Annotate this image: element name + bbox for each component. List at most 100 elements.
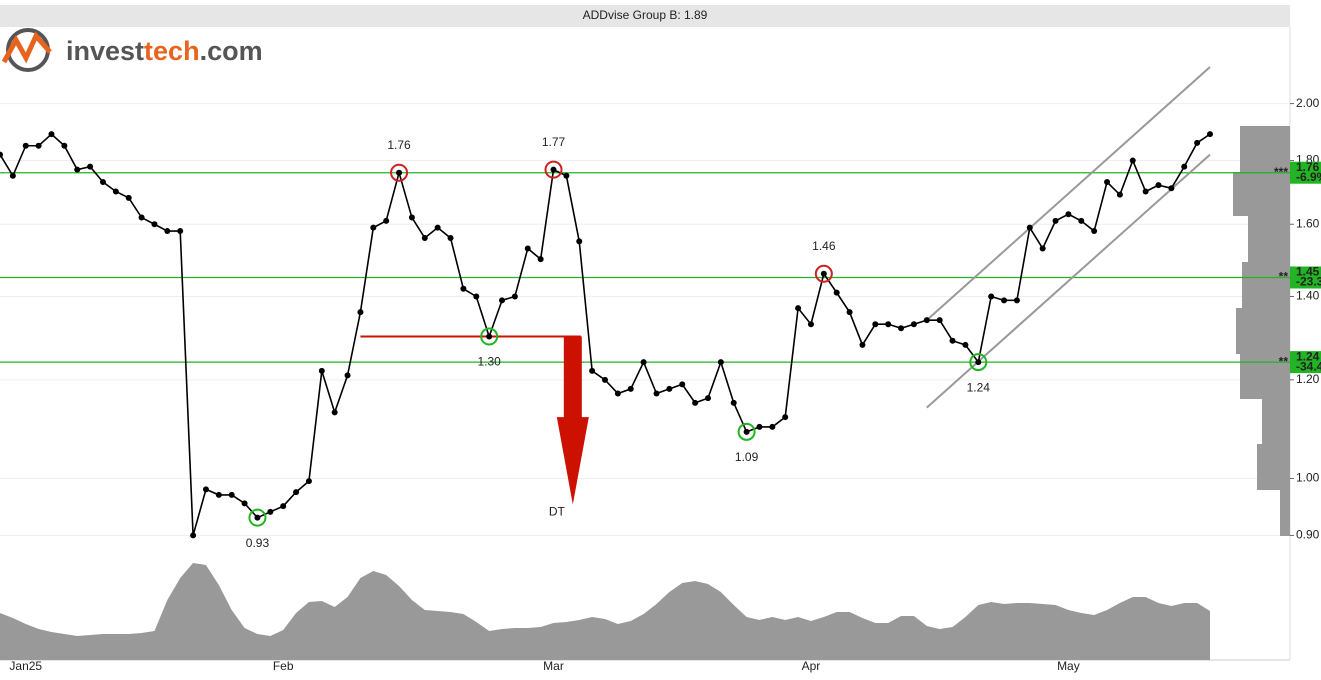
y-tick-label: 0.90 bbox=[1296, 528, 1320, 542]
price-point bbox=[820, 270, 827, 277]
price-point bbox=[537, 256, 544, 263]
pivot-label: 1.30 bbox=[477, 355, 501, 369]
price-point bbox=[447, 234, 454, 241]
price-point bbox=[99, 179, 106, 186]
volume-area bbox=[0, 563, 1210, 660]
pivot-ring bbox=[480, 327, 499, 346]
price-point bbox=[305, 478, 312, 485]
price-point bbox=[344, 372, 351, 379]
y-tick-label: 1.00 bbox=[1296, 471, 1320, 485]
price-point bbox=[936, 317, 943, 324]
price-point bbox=[1207, 131, 1213, 138]
profile-bar bbox=[1233, 172, 1290, 216]
price-point bbox=[408, 214, 415, 221]
y-tick-label: 2.00 bbox=[1296, 96, 1320, 110]
price-point bbox=[1129, 157, 1136, 164]
level-label: 1.24 bbox=[1296, 349, 1320, 363]
level-change: -6.9% bbox=[1296, 170, 1321, 184]
price-point bbox=[872, 321, 879, 328]
pivot-ring bbox=[390, 163, 409, 182]
trend-channel bbox=[926, 153, 1211, 409]
price-point bbox=[640, 359, 647, 366]
price-point bbox=[1194, 139, 1201, 146]
level-change: -23.3% bbox=[1296, 275, 1321, 289]
pivot-ring bbox=[544, 160, 563, 179]
price-point bbox=[910, 321, 917, 328]
price-point bbox=[550, 166, 557, 173]
price-point bbox=[280, 503, 287, 510]
price-point bbox=[949, 337, 956, 344]
pivot-ring bbox=[248, 508, 267, 527]
price-point bbox=[563, 172, 570, 179]
price-point bbox=[988, 293, 995, 300]
x-tick-label: Feb bbox=[273, 659, 294, 673]
price-point bbox=[807, 321, 814, 328]
price-point bbox=[164, 228, 171, 235]
price-point bbox=[434, 224, 441, 231]
price-point bbox=[795, 305, 802, 312]
price-point bbox=[357, 309, 364, 316]
price-point bbox=[22, 142, 29, 149]
price-point bbox=[177, 228, 184, 235]
price-point bbox=[1091, 228, 1098, 235]
price-line bbox=[0, 133, 1211, 536]
price-point bbox=[241, 500, 248, 507]
level-change: -34.4% bbox=[1296, 359, 1321, 373]
price-point bbox=[1181, 163, 1188, 170]
logo-prefix: invest bbox=[66, 36, 144, 66]
price-point bbox=[190, 532, 197, 539]
profile-bar bbox=[1280, 490, 1290, 536]
pivot-label: 0.93 bbox=[246, 536, 270, 550]
price-point bbox=[228, 491, 235, 498]
profile-bar bbox=[1262, 399, 1290, 444]
price-point bbox=[846, 309, 853, 316]
price-point bbox=[383, 217, 390, 224]
x-tick-label: Apr bbox=[802, 659, 821, 673]
price-point bbox=[473, 293, 480, 300]
price-point bbox=[730, 399, 737, 406]
price-point bbox=[421, 234, 428, 241]
price-point bbox=[653, 390, 660, 397]
price-point bbox=[61, 142, 68, 149]
level-label: 1.45 bbox=[1296, 265, 1320, 279]
price-point bbox=[499, 297, 506, 304]
price-point bbox=[692, 399, 699, 406]
price-point bbox=[370, 224, 377, 231]
price-point bbox=[1013, 297, 1020, 304]
pivot-ring bbox=[969, 353, 988, 372]
price-point bbox=[602, 376, 608, 383]
price-point bbox=[460, 285, 467, 292]
price-point bbox=[151, 221, 158, 228]
level-box bbox=[1290, 351, 1321, 374]
logo-text: investtech.com bbox=[66, 36, 263, 66]
price-point bbox=[898, 325, 905, 332]
pivot-label: 1.76 bbox=[387, 138, 411, 152]
logo: investtech.com bbox=[1, 28, 263, 72]
y-tick-label: 1.40 bbox=[1296, 289, 1320, 303]
price-point bbox=[125, 194, 132, 201]
price-point bbox=[524, 245, 531, 252]
profile-bar bbox=[1248, 216, 1290, 262]
profile-bar bbox=[1240, 126, 1290, 172]
price-point bbox=[717, 359, 724, 366]
price-point bbox=[769, 423, 776, 430]
price-point bbox=[74, 166, 81, 173]
price-point bbox=[1116, 191, 1123, 198]
price-point bbox=[112, 188, 119, 195]
level-label: 1.76 bbox=[1296, 160, 1320, 174]
price-point bbox=[782, 414, 789, 421]
level-stars: ** bbox=[1279, 354, 1289, 368]
price-point bbox=[215, 491, 222, 498]
price-point bbox=[614, 390, 621, 397]
volume-profile bbox=[1233, 126, 1290, 536]
price-point bbox=[756, 423, 763, 430]
price-point bbox=[679, 381, 686, 388]
price-point bbox=[1142, 188, 1149, 195]
breakdown-arrow bbox=[556, 336, 589, 505]
price-point bbox=[35, 142, 42, 149]
profile-bar bbox=[1236, 308, 1290, 354]
price-point bbox=[1001, 297, 1008, 304]
price-point bbox=[627, 385, 634, 392]
pivot-label: 1.77 bbox=[542, 135, 566, 149]
